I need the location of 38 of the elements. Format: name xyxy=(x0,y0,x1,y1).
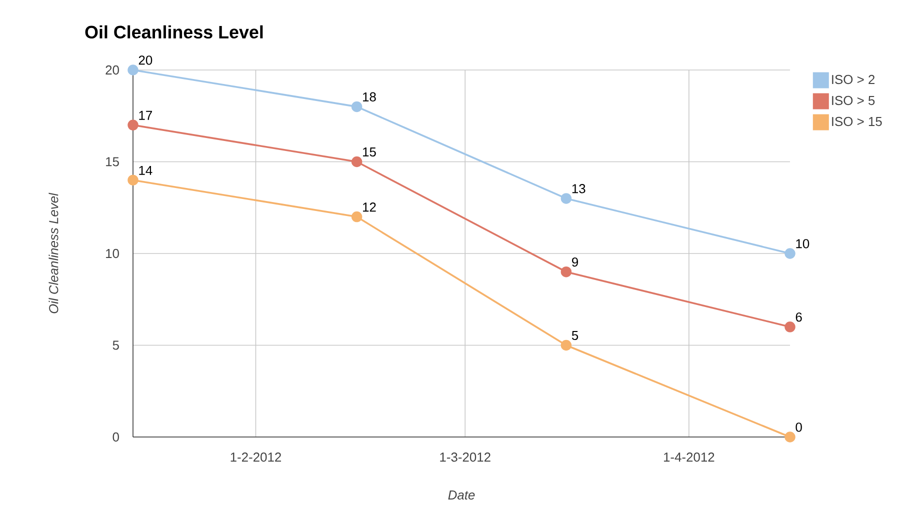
point xyxy=(128,120,138,130)
x-tick-label: 1-3-2012 xyxy=(440,452,490,462)
point xyxy=(351,211,362,222)
data-label: 15 xyxy=(363,148,376,157)
point xyxy=(784,248,796,259)
x-tick-label: 1-2-2012 xyxy=(230,452,281,462)
point xyxy=(784,432,796,442)
y-tick-label: 20 xyxy=(106,65,119,75)
data-label: 6 xyxy=(796,312,802,322)
chart-title: Oil Cleanliness Level xyxy=(85,25,263,38)
data-label: 14 xyxy=(139,166,152,175)
point xyxy=(784,322,796,332)
y-tick-label: 10 xyxy=(106,248,119,258)
point xyxy=(351,101,362,112)
data-label: 18 xyxy=(363,92,376,102)
y-axis-title: Oil Cleanliness Level xyxy=(48,192,58,314)
legend-label: ISO > 15 xyxy=(832,116,882,126)
point xyxy=(351,156,362,168)
legend-label: ISO > 2 xyxy=(832,74,874,84)
data-label: 12 xyxy=(363,202,376,212)
x-axis-title: Date xyxy=(448,490,475,500)
point xyxy=(128,64,138,76)
data-label: 20 xyxy=(138,56,152,65)
y-tick-label: 0 xyxy=(112,432,119,442)
y-tick-label: 5 xyxy=(112,340,119,350)
point xyxy=(560,193,572,204)
data-label: 13 xyxy=(572,184,586,194)
data-label: 9 xyxy=(572,257,578,267)
point xyxy=(560,340,572,351)
point xyxy=(128,174,138,186)
point xyxy=(560,266,572,278)
x-tick-label: 1-4-2012 xyxy=(664,452,714,462)
data-label: 5 xyxy=(572,331,578,340)
y-tick-label: 15 xyxy=(106,157,119,166)
legend-label: ISO > 5 xyxy=(832,96,875,106)
data-label: 10 xyxy=(796,239,810,248)
data-label: 17 xyxy=(139,110,152,120)
data-label: 0 xyxy=(796,422,802,432)
